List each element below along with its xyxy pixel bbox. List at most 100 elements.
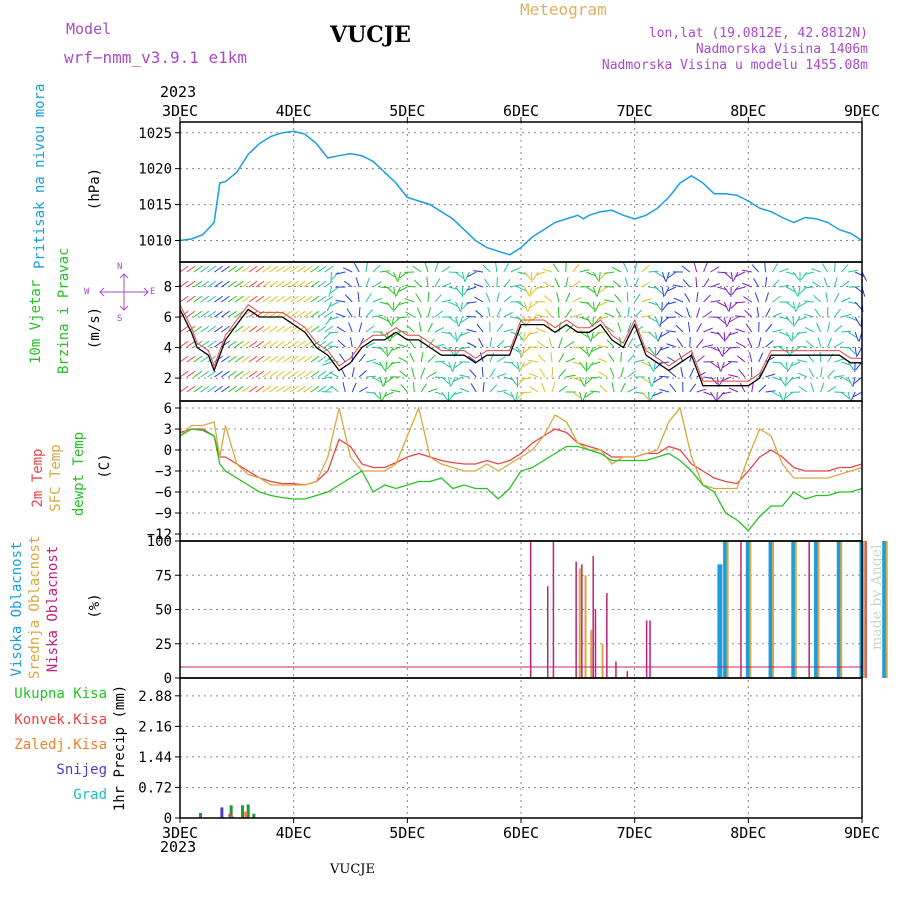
wind-barb [283,325,292,333]
wind-barb [765,323,773,333]
wind-barb [406,324,415,333]
temp-dewpt-line [179,428,863,532]
wind-barb [372,281,382,288]
wind-barb [544,295,553,303]
wind-barb [214,310,223,318]
wind-barb [385,376,394,384]
wind-barb [667,271,677,279]
wind-barb [524,331,532,340]
wind-barb [404,284,415,288]
wind-barb [590,361,601,366]
wind-barb [841,376,851,383]
wind-barb [324,280,334,288]
wind-barb [461,271,466,282]
wind-barb [207,370,217,378]
cloud-mid-bar [817,541,820,678]
wind-barb [572,376,582,382]
wind-barb [328,286,333,297]
wind-barb [276,355,285,363]
wind-barb [310,370,320,378]
wind-barb [427,388,438,393]
wind-barb [379,270,390,273]
wind-barb [296,370,306,378]
coords-label: lon,lat (19.0812E, 42.8812N) [648,26,868,41]
wind-barb [241,340,251,348]
wind-barb [604,271,615,275]
wind-barb [475,310,484,318]
wind-barb [289,265,299,273]
wind-barb [741,269,752,273]
wind-barb [841,361,851,366]
wind-barb [483,278,491,288]
wind-barb [326,301,333,312]
wind-barb [427,291,430,303]
wind-barb [586,301,594,310]
pressure-series-line [179,130,863,256]
series-lines [179,130,863,532]
wind-barb [262,355,272,363]
wind-barb [627,354,635,363]
wind-barb [848,269,859,273]
wind-barb [441,299,452,303]
wind-barb [255,355,265,363]
model-version: wrf−nmm_v3.9.1 e1km [64,48,248,67]
wind-barb [663,286,670,297]
cloud-tick-label: 50 [155,603,172,619]
wind-barb [399,271,408,279]
wind-barb [535,286,546,289]
wind-barb [585,346,590,357]
wind-barb [397,316,408,319]
wind-barb [847,391,851,402]
wind-barb [448,316,458,324]
wind-barb [808,368,815,378]
wind-barb [847,346,856,355]
wind-barb [289,295,299,303]
wind-barb [817,337,822,348]
wind-barb [703,262,708,273]
wind-barb [412,265,422,273]
wind-barb [820,367,823,378]
wind-barb [214,295,223,303]
wind-barb [721,391,732,395]
wind-barb [673,297,684,303]
wind-barb [296,340,306,348]
bars [180,541,888,818]
wind-barb [503,391,513,397]
wind-barb [346,308,353,318]
wind-barb [255,325,265,333]
wind-barb [269,280,279,288]
wind-barb [276,280,285,288]
wind-barb [703,327,713,333]
wind-barb [276,340,285,348]
wind-barb [653,361,656,372]
wind-barb [592,286,598,297]
wind-barb [458,316,463,327]
wind-barb [779,346,788,354]
wind-barb [329,371,339,378]
wind-barb [296,385,306,393]
wind-barb [186,370,196,378]
wind-barb [221,385,230,393]
wind-barb [409,352,415,363]
wind-barb [255,295,265,303]
wind-barb [200,325,210,333]
wind-barb [390,361,401,365]
wind-barb [532,271,539,281]
x-label-bottom: 4DEC [276,824,312,842]
wind-barb [611,382,615,393]
wind-barb [510,267,521,273]
wind-barb [731,286,739,296]
wind-barb [337,339,346,348]
wind-barb [200,295,210,303]
precip-convective-bar [228,813,232,818]
wind-barb [416,307,422,318]
wind-barb [227,355,237,363]
wind-barb [296,295,306,303]
wind-barb [772,345,783,348]
wind-barb [385,361,388,372]
wind-barb [792,286,798,297]
wind-barb [283,370,292,378]
wind-barb [656,346,663,356]
wind-barb [303,355,313,363]
wind-barb [179,370,189,378]
